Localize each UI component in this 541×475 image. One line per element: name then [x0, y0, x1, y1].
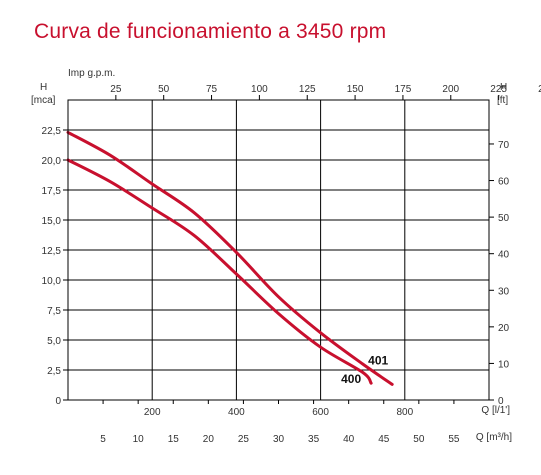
left-tick-label: 10,0 [42, 276, 62, 287]
curve-label-401: 401 [368, 353, 388, 367]
top-tick-label: 50 [158, 84, 170, 95]
bottom-m3h-tick-label: 50 [413, 434, 425, 445]
curve-400 [66, 158, 373, 385]
bottom-lmin-tick-label: 800 [396, 407, 413, 418]
right-tick-label: 0 [498, 396, 504, 407]
left-tick-label: 5,0 [47, 336, 61, 347]
bottom-m3h-tick-label: 30 [273, 434, 285, 445]
right-tick-label: 70 [498, 140, 510, 151]
right-tick-label: 60 [498, 177, 510, 188]
left-tick-label: 2,5 [47, 366, 61, 377]
right-tick-label: 40 [498, 250, 510, 261]
left-axis-unit: [mca] [31, 95, 56, 106]
bottom-m3h-tick-label: 55 [448, 434, 460, 445]
axis-ticks [63, 95, 500, 404]
right-tick-label: 20 [498, 323, 510, 334]
pump-curves: 400 401 [66, 130, 394, 386]
chart-title: Curva de funcionamiento a 3450 rpm [34, 20, 387, 43]
curve-401 [66, 130, 394, 386]
bottom-lmin-tick-label: 400 [228, 407, 245, 418]
bottom-m3h-tick-label: 25 [238, 434, 250, 445]
top-tick-label: 150 [347, 84, 364, 95]
bottom-m3h-title: Q [m³/h] [476, 432, 512, 443]
bottom-m3h-tick-label: 5 [100, 434, 106, 445]
top-tick-label: 100 [251, 84, 268, 95]
bottom-m3h-tick-label: 20 [203, 434, 215, 445]
top-tick-label: 200 [442, 84, 459, 95]
left-tick-label: 12,5 [42, 246, 62, 257]
plot-frame [67, 99, 490, 401]
bottom-m3h-tick-label: 15 [168, 434, 180, 445]
top-tick-label: 175 [395, 84, 412, 95]
top-tick-label: 225 [490, 84, 507, 95]
bottom-lmin-tick-label: 600 [312, 407, 329, 418]
bottom-lmin-title: Q [l/1'] [481, 405, 510, 416]
top-tick-label: 25 [110, 84, 122, 95]
curve-label-400: 400 [341, 372, 361, 386]
top-tick-label: 125 [299, 84, 316, 95]
right-axis-unit: [ft] [497, 95, 508, 106]
right-tick-label: 30 [498, 286, 510, 297]
left-tick-label: 7,5 [47, 306, 61, 317]
top-tick-label: 75 [206, 84, 218, 95]
top-axis-title: Imp g.p.m. [68, 68, 115, 79]
right-axis-letter: H [500, 82, 507, 93]
bottom-m3h-tick-label: 10 [133, 434, 145, 445]
left-tick-label: 17,5 [42, 186, 62, 197]
right-tick-label: 10 [498, 359, 510, 370]
bottom-m3h-tick-label: 40 [343, 434, 355, 445]
grid [68, 100, 489, 400]
bottom-lmin-tick-label: 200 [144, 407, 161, 418]
top-tick-label: 250 [538, 84, 541, 95]
left-tick-label: 22,5 [42, 126, 62, 137]
left-axis-letter: H [40, 82, 47, 93]
right-tick-label: 50 [498, 213, 510, 224]
left-tick-label: 15,0 [42, 216, 62, 227]
left-tick-label: 0 [55, 396, 61, 407]
left-tick-label: 20,0 [42, 156, 62, 167]
bottom-m3h-tick-label: 35 [308, 434, 320, 445]
bottom-m3h-tick-label: 45 [378, 434, 390, 445]
axis-tick-labels: 200 400 600 80002,55,07,510,012,515,017,520… [42, 84, 541, 445]
